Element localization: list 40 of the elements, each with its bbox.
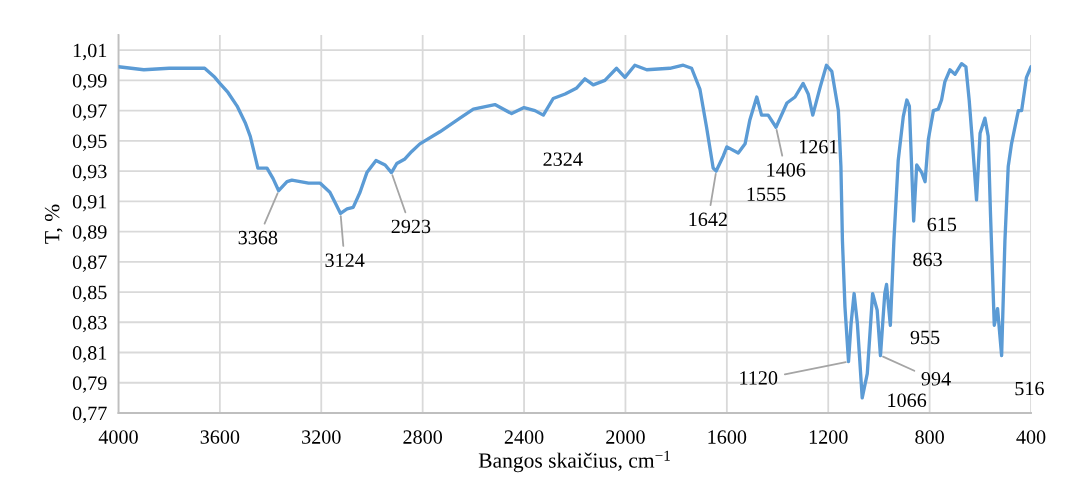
x-tick-label: 800 (915, 430, 944, 444)
annotation: 1120 (740, 371, 778, 385)
annotation: 955 (910, 330, 940, 345)
y-tick-label: 0,85 (72, 285, 107, 303)
x-tick-label: 2000 (606, 430, 645, 444)
annotation: 863 (913, 252, 942, 267)
annotation: 1642 (689, 212, 727, 227)
y-tick-label: 0,93 (72, 164, 107, 182)
y-tick-label: 0,97 (72, 104, 107, 121)
y-axis-title: T, % (44, 204, 63, 244)
x-axis-title: Bangos skaičius, cm$^{−1}$ (478, 450, 670, 473)
annotation: 1555 (747, 187, 786, 202)
x-tick-label: 2400 (504, 430, 544, 444)
y-tick-label: 1,01 (73, 43, 107, 61)
x-tick-label: 400 (1016, 430, 1046, 444)
y-tick-label: 0,89 (72, 225, 107, 242)
annotation: 615 (927, 217, 957, 232)
annotation: 1406 (767, 163, 806, 177)
x-tick-label: 1200 (809, 430, 848, 444)
x-tick-label: 3600 (200, 430, 240, 444)
x-tick-label: 3200 (302, 430, 341, 444)
y-tick-label: 0,99 (72, 73, 107, 91)
y-tick-label: 0,83 (72, 315, 107, 333)
y-tick-label: 0,79 (72, 376, 107, 393)
y-tick-label: 0,87 (72, 255, 107, 272)
y-tick-label: 0,77 (72, 406, 107, 424)
annotation: 3124 (325, 253, 365, 268)
x-tick-label: 4000 (98, 430, 138, 444)
annotation: 2324 (543, 152, 583, 166)
x-tick-label: 2800 (403, 430, 443, 444)
annotation: 1066 (888, 393, 927, 408)
y-tick-label: 0,95 (72, 134, 107, 151)
annotation: 2923 (391, 219, 431, 234)
annotation: 994 (921, 372, 951, 386)
y-tick-label: 0,91 (72, 194, 107, 212)
annotation: 3368 (238, 230, 278, 245)
x-tick-label: 1600 (708, 430, 747, 444)
annotation: 516 (1015, 381, 1044, 396)
annotation: 1261 (799, 139, 838, 154)
y-tick-label: 0,81 (72, 346, 107, 363)
